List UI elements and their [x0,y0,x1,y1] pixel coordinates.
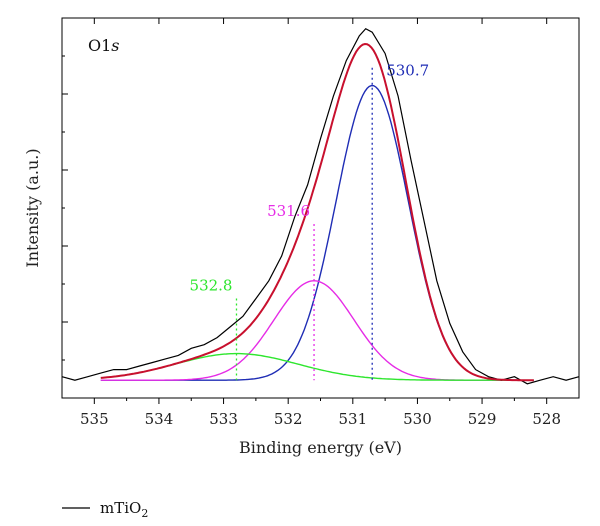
panel-label: O1s [88,36,120,55]
x-tick-label: 532 [274,410,303,428]
component-peak-530-7 [100,84,534,381]
legend-label: mTiO2 [100,499,148,520]
x-tick-label: 535 [80,410,109,428]
y-axis-title: Intensity (a.u.) [23,148,42,267]
envelope-fit-line [100,42,534,382]
x-tick-label: 534 [145,410,174,428]
x-tick-label: 528 [532,410,561,428]
peak-label-532-8: 532.8 [190,277,233,295]
x-tick-label: 533 [209,410,238,428]
x-tick-label: 529 [468,410,497,428]
plot-frame [61,17,580,399]
component-peak-531-6 [100,280,534,381]
legend: mTiO2 [62,499,148,520]
peak-label-531-6: 531.6 [267,202,310,220]
x-axis-title: Binding energy (eV) [239,438,402,457]
x-tick-label: 530 [403,410,432,428]
peak-label-530-7: 530.7 [386,62,429,80]
raw-data-line [61,27,580,385]
x-tick-label: 531 [338,410,367,428]
